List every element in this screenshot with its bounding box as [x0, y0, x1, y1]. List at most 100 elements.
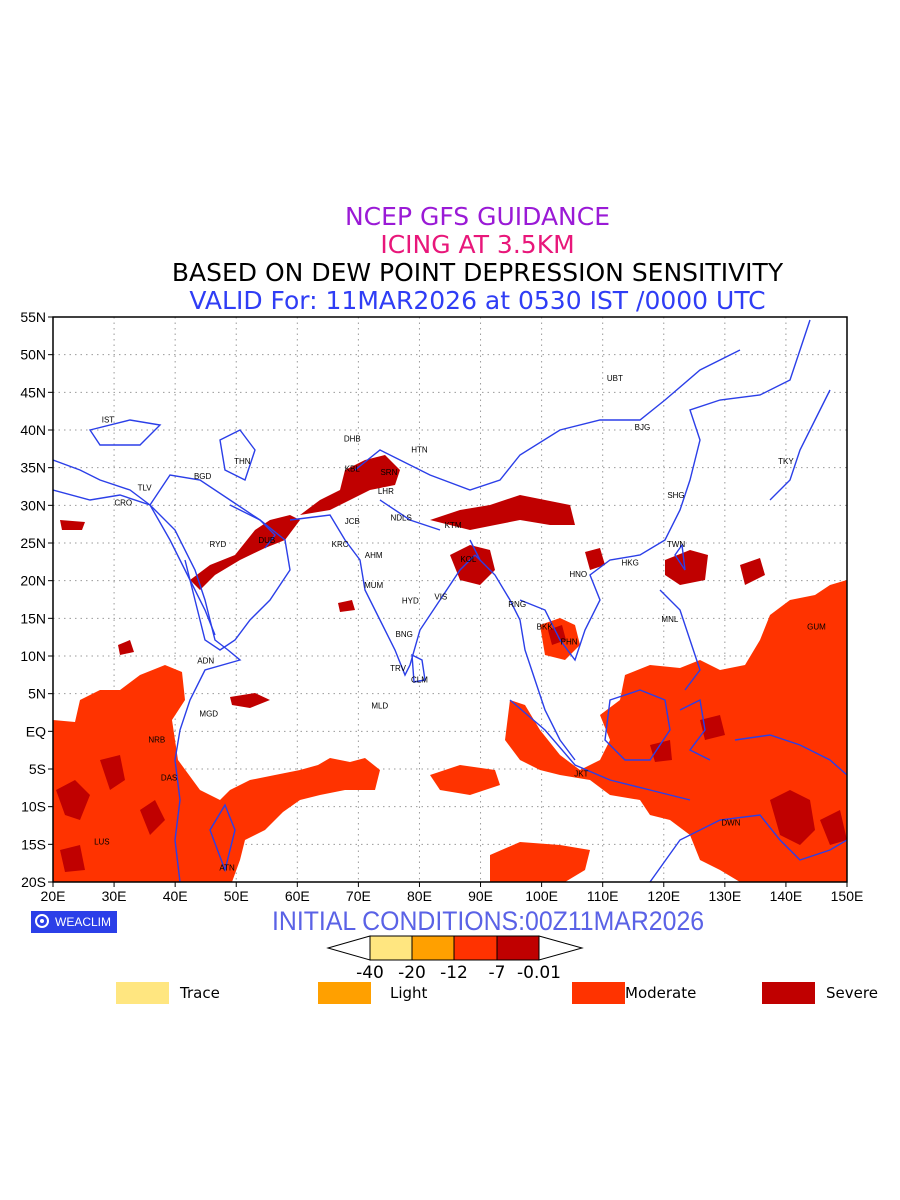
station-label: MNL	[661, 615, 678, 624]
station-label: NRB	[148, 736, 165, 745]
initial-conditions-label: INITIAL CONDITIONS:00Z11MAR2026	[272, 906, 705, 936]
colorbar-bin-moderate	[453, 935, 498, 961]
station-label: IST	[102, 415, 115, 424]
lat-tick-label: 15N	[20, 610, 46, 626]
colorbar: -40 -20 -12 -7 -0.01	[326, 935, 584, 983]
legend-label-severe: Severe	[826, 984, 878, 1002]
station-label: KBL	[345, 464, 361, 473]
station-label: SRN	[380, 468, 397, 477]
station-label: DHB	[344, 434, 361, 443]
station-label: GUM	[807, 623, 826, 632]
icing-area-south-china	[585, 548, 765, 585]
coast-india	[289, 514, 476, 677]
station-label: LHR	[378, 487, 394, 496]
circle-logo-icon	[35, 914, 49, 928]
station-label: DUB	[258, 536, 275, 545]
lat-tick-label: 5N	[28, 686, 46, 702]
coast-taiwan	[674, 543, 686, 571]
colorbar-label-2: -20	[398, 963, 426, 983]
lat-tick-label: 35N	[20, 460, 46, 476]
station-label: BNG	[396, 630, 413, 639]
lon-tick-label: 150E	[831, 888, 864, 904]
station-label: MUM	[364, 581, 383, 590]
station-label: TWN	[667, 540, 685, 549]
lon-tick-label: 30E	[102, 888, 127, 904]
station-label: ADN	[197, 657, 214, 666]
title-line-method: BASED ON DEW POINT DEPRESSION SENSITIVIT…	[171, 258, 784, 287]
station-label: MLD	[371, 702, 388, 711]
icing-area-bangladesh	[450, 545, 495, 585]
lat-tick-label: 45N	[20, 384, 46, 400]
colorbar-label-1: -40	[356, 963, 384, 983]
coastlines	[53, 319, 847, 882]
coast-madagascar	[209, 803, 236, 873]
lat-tick-label: 25N	[20, 535, 46, 551]
station-label: DWN	[721, 819, 740, 828]
lat-tick-label: 40N	[20, 422, 46, 438]
gridlines	[53, 317, 847, 882]
lat-tick-label: 20S	[21, 874, 46, 890]
station-label: ATN	[219, 864, 235, 873]
icing-area-himalaya	[300, 455, 400, 515]
coast-borneo	[604, 689, 671, 761]
icing-areas	[53, 455, 847, 882]
title-line-model: NCEP GFS GUIDANCE	[344, 202, 610, 231]
colorbar-bin-light	[411, 935, 455, 961]
station-label: CLM	[411, 675, 428, 684]
station-label: DAS	[161, 773, 177, 782]
coast-persian-gulf	[229, 504, 276, 549]
station-label: TKY	[778, 457, 794, 466]
lon-tick-label: 50E	[224, 888, 249, 904]
station-label: AHM	[365, 551, 383, 560]
coast-philippines	[659, 589, 701, 691]
station-label: HYD	[402, 596, 419, 605]
coast-se-asia	[474, 319, 811, 761]
station-label: VIS	[434, 593, 447, 602]
colorbar-label-4: -7	[489, 963, 506, 983]
map-frame	[52, 316, 848, 883]
legend-swatch-moderate	[572, 982, 625, 1004]
station-label: UBT	[607, 374, 623, 383]
lon-tick-label: 100E	[525, 888, 558, 904]
legend-swatch-severe	[762, 982, 815, 1004]
lon-tick-label: 40E	[163, 888, 188, 904]
colorbar-bin-trace	[369, 935, 413, 961]
colorbar-label-3: -12	[440, 963, 468, 983]
station-label: TLV	[138, 483, 153, 492]
coast-sri-lanka	[411, 653, 426, 683]
station-label: BKK	[537, 623, 554, 632]
coast-sulawesi	[679, 698, 711, 761]
icing-area-australia-west	[490, 842, 590, 882]
icing-area-africa-severe	[56, 755, 165, 872]
lat-tick-label: 20N	[20, 573, 46, 589]
station-label: JKT	[574, 770, 588, 779]
map-axes: 20E 30E 40E 50E 60E 70E 80E 90E 100E 110E 120E 130E…	[20, 309, 863, 904]
lat-tick-label: 55N	[20, 309, 46, 325]
station-label: TRV	[390, 664, 407, 673]
legend-swatch-light	[318, 982, 371, 1004]
lat-tick-label: 5S	[29, 761, 46, 777]
station-label: THN	[234, 457, 251, 466]
station-label: KOL	[460, 555, 477, 564]
weaclim-badge: WEACLIM	[31, 911, 117, 933]
lon-tick-label: 140E	[770, 888, 803, 904]
lat-tick-label: 15S	[21, 836, 46, 852]
icing-area-south-indian-ocean	[430, 765, 500, 795]
coast-sumatra-java	[509, 699, 691, 801]
station-label: NDLS	[390, 513, 411, 522]
station-labels: UBT BJG TKY SHG TWN HKG HNO MNL GUM HTN DHB THN IST B…	[94, 374, 826, 873]
lon-tick-label: 60E	[285, 888, 310, 904]
lon-tick-label: 80E	[407, 888, 432, 904]
icing-area-east-africa	[53, 665, 380, 882]
station-label: KRC	[332, 540, 349, 549]
icing-area-maritime-continent	[505, 580, 847, 882]
station-label: KTM	[445, 521, 462, 530]
border-lines	[354, 349, 741, 561]
station-label: RNG	[508, 600, 526, 609]
coast-japan	[769, 389, 831, 501]
title-line-valid-time: VALID For: 11MAR2026 at 0530 IST /0000 U…	[189, 286, 766, 315]
lon-tick-label: 70E	[346, 888, 371, 904]
lat-tick-label: 10S	[21, 799, 46, 815]
station-label: LUS	[94, 837, 110, 846]
station-label: PHN	[561, 638, 578, 647]
